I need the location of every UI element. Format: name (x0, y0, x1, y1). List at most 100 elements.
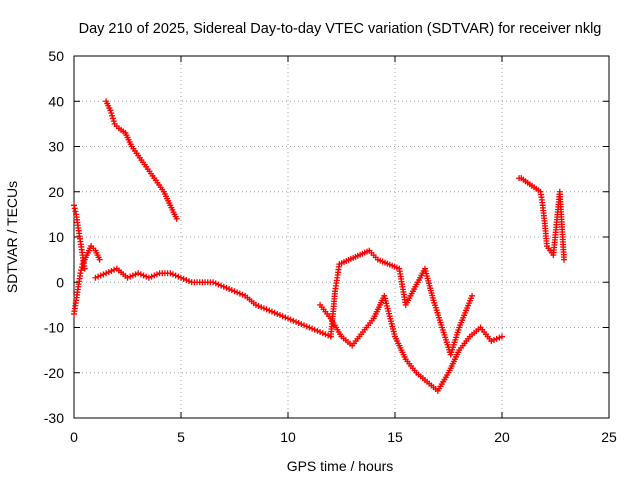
data-point (129, 272, 136, 279)
data-point (314, 327, 321, 334)
data-point (236, 290, 243, 297)
data-point (110, 118, 117, 125)
y-axis-label: SDTVAR / TECUs (4, 181, 20, 293)
data-point (499, 333, 505, 340)
y-tick-label: 10 (48, 229, 64, 245)
data-point (109, 112, 116, 119)
data-point (317, 329, 324, 336)
data-point (183, 276, 190, 283)
data-point (167, 270, 174, 277)
grid-lines (74, 56, 609, 418)
data-point (148, 273, 155, 280)
data-point (234, 289, 241, 296)
data-point (255, 303, 262, 310)
data-point (268, 308, 275, 315)
data-point (226, 286, 233, 293)
data-point (293, 318, 300, 325)
data-point (108, 110, 115, 117)
data-point (322, 331, 329, 338)
data-point (488, 338, 495, 345)
data-point (276, 312, 283, 319)
data-point (175, 273, 182, 280)
y-tick-label: -20 (44, 365, 64, 381)
data-point (100, 271, 107, 278)
data-point (311, 326, 318, 333)
data-point (173, 215, 180, 222)
y-tick-label: 30 (48, 139, 64, 155)
data-point (228, 287, 235, 294)
data-point (285, 315, 291, 322)
data-point (220, 283, 227, 290)
data-point (180, 275, 187, 282)
data-point (306, 324, 313, 331)
x-axis-label: GPS time / hours (287, 458, 394, 474)
data-point (260, 305, 267, 312)
data-point (135, 270, 142, 277)
y-tick-label: -30 (44, 410, 64, 426)
data-point (469, 292, 476, 299)
data-point (186, 278, 193, 285)
data-point (107, 107, 114, 114)
data-point (223, 284, 230, 291)
y-tick-label: 50 (48, 48, 64, 64)
x-tick-label: 20 (494, 429, 510, 445)
data-point (169, 271, 176, 278)
data-point (143, 273, 150, 280)
data-point (212, 280, 219, 287)
data-point (295, 319, 302, 326)
data-point (210, 279, 217, 286)
data-point (290, 317, 297, 324)
x-tick-label: 0 (70, 429, 78, 445)
data-point (71, 205, 78, 212)
data-point (301, 322, 308, 329)
data-point (178, 274, 184, 281)
data-point (274, 310, 281, 317)
data-point (239, 291, 246, 298)
data-point (490, 336, 497, 343)
data-point (172, 272, 179, 279)
chart-title: Day 210 of 2025, Sidereal Day-to-day VTE… (79, 21, 602, 37)
data-point (218, 282, 225, 289)
data-point (96, 256, 103, 263)
data-points (71, 98, 568, 394)
data-point (105, 269, 112, 276)
data-point (279, 313, 286, 320)
y-tick-label: -10 (44, 320, 64, 336)
data-point (108, 267, 115, 274)
data-point (137, 271, 144, 278)
data-point (92, 274, 99, 281)
x-tick-label: 15 (387, 429, 403, 445)
data-point (95, 273, 102, 280)
data-point (258, 304, 265, 311)
data-point (111, 266, 118, 273)
data-point (298, 321, 305, 328)
axis-ticks: 0 5 10 15 20 25 -30 -20 -10 0 10 20 30 40 50 (44, 48, 617, 445)
data-point (493, 335, 500, 342)
data-point (309, 325, 316, 332)
data-point (132, 271, 139, 278)
data-point (145, 274, 152, 281)
data-point (71, 202, 77, 209)
data-point (561, 256, 568, 263)
data-point (263, 306, 270, 313)
data-point (271, 309, 278, 316)
data-point (266, 307, 273, 314)
data-point (72, 208, 79, 215)
data-point (319, 330, 326, 337)
data-point (109, 115, 116, 122)
data-point (78, 264, 85, 271)
x-tick-label: 10 (280, 429, 296, 445)
data-point (215, 281, 222, 288)
data-point (151, 272, 158, 279)
data-point (103, 270, 110, 277)
data-point (97, 272, 104, 279)
x-tick-label: 5 (177, 429, 185, 445)
data-point (78, 267, 85, 274)
data-point (287, 316, 294, 323)
data-point (124, 274, 131, 281)
data-point (140, 272, 147, 279)
y-tick-label: 40 (48, 93, 64, 109)
y-tick-label: 20 (48, 184, 64, 200)
data-point (127, 273, 134, 280)
